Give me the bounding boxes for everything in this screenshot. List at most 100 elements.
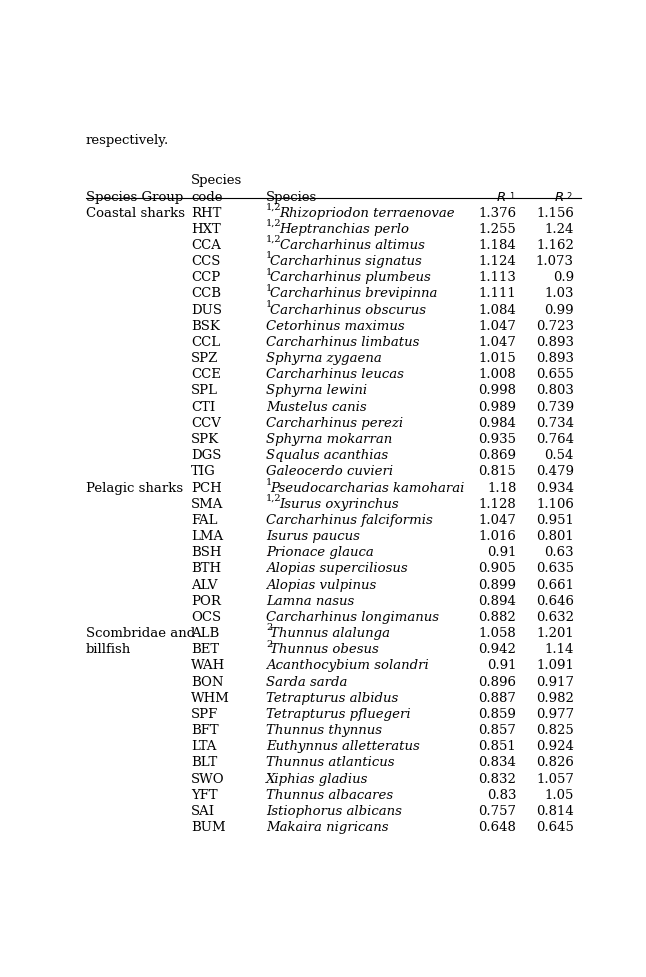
Text: Isurus oxyrinchus: Isurus oxyrinchus	[280, 497, 399, 511]
Text: Carcharhinus brevipinna: Carcharhinus brevipinna	[271, 287, 438, 301]
Text: Coastal sharks: Coastal sharks	[86, 206, 185, 220]
Text: 1: 1	[266, 283, 272, 293]
Text: Heptranchias perlo: Heptranchias perlo	[280, 223, 410, 235]
Text: POR: POR	[191, 595, 221, 608]
Text: Thunnus atlanticus: Thunnus atlanticus	[266, 756, 395, 770]
Text: ALB: ALB	[191, 627, 219, 640]
Text: Isurus paucus: Isurus paucus	[266, 531, 360, 543]
Text: 1.091: 1.091	[536, 659, 574, 672]
Text: BET: BET	[191, 643, 219, 657]
Text: 1.057: 1.057	[536, 773, 574, 786]
Text: 1.015: 1.015	[479, 352, 516, 365]
Text: 0.832: 0.832	[479, 773, 516, 786]
Text: Thunnus albacares: Thunnus albacares	[266, 788, 393, 802]
Text: BSH: BSH	[191, 546, 222, 559]
Text: 0.91: 0.91	[487, 659, 516, 672]
Text: 0.934: 0.934	[536, 482, 574, 494]
Text: $\mathit{R}$: $\mathit{R}$	[496, 191, 506, 204]
Text: Carcharhinus altimus: Carcharhinus altimus	[280, 239, 424, 252]
Text: Mustelus canis: Mustelus canis	[266, 401, 367, 413]
Text: SMA: SMA	[191, 497, 224, 511]
Text: Thunnus alalunga: Thunnus alalunga	[271, 627, 390, 640]
Text: 1: 1	[266, 300, 272, 309]
Text: Carcharhinus leucas: Carcharhinus leucas	[266, 368, 404, 381]
Text: Carcharhinus limbatus: Carcharhinus limbatus	[266, 336, 419, 349]
Text: 1.05: 1.05	[545, 788, 574, 802]
Text: CCB: CCB	[191, 287, 221, 301]
Text: 0.894: 0.894	[479, 595, 516, 608]
Text: BLT: BLT	[191, 756, 217, 770]
Text: 1.084: 1.084	[479, 304, 516, 317]
Text: CCL: CCL	[191, 336, 220, 349]
Text: 1.047: 1.047	[479, 319, 516, 333]
Text: 0.9: 0.9	[553, 272, 574, 284]
Text: SPF: SPF	[191, 708, 218, 721]
Text: 0.655: 0.655	[536, 368, 574, 381]
Text: BTH: BTH	[191, 563, 221, 575]
Text: 0.893: 0.893	[536, 352, 574, 365]
Text: Alopias superciliosus: Alopias superciliosus	[266, 563, 408, 575]
Text: 1.111: 1.111	[479, 287, 516, 301]
Text: 1.106: 1.106	[536, 497, 574, 511]
Text: Pelagic sharks: Pelagic sharks	[86, 482, 183, 494]
Text: 1.113: 1.113	[479, 272, 516, 284]
Text: Euthynnus alletteratus: Euthynnus alletteratus	[266, 741, 420, 753]
Text: 0.479: 0.479	[536, 465, 574, 479]
Text: 0.917: 0.917	[536, 676, 574, 689]
Text: 0.648: 0.648	[479, 822, 516, 834]
Text: 1.376: 1.376	[478, 206, 516, 220]
Text: 0.645: 0.645	[536, 822, 574, 834]
Text: code: code	[191, 191, 222, 204]
Text: Alopias vulpinus: Alopias vulpinus	[266, 578, 376, 592]
Text: 2: 2	[266, 623, 272, 632]
Text: Species: Species	[191, 174, 242, 188]
Text: 0.646: 0.646	[536, 595, 574, 608]
Text: 1,2: 1,2	[266, 203, 282, 212]
Text: 1.18: 1.18	[487, 482, 516, 494]
Text: Species Group: Species Group	[86, 191, 183, 204]
Text: 1,2: 1,2	[266, 494, 282, 503]
Text: 1.184: 1.184	[479, 239, 516, 252]
Text: Carcharhinus obscurus: Carcharhinus obscurus	[271, 304, 426, 317]
Text: CCV: CCV	[191, 417, 221, 430]
Text: 1: 1	[266, 251, 272, 260]
Text: Pseudocarcharias kamoharai: Pseudocarcharias kamoharai	[271, 482, 465, 494]
Text: CCE: CCE	[191, 368, 221, 381]
Text: billfish: billfish	[86, 643, 131, 657]
Text: SWO: SWO	[191, 773, 225, 786]
Text: 0.764: 0.764	[536, 433, 574, 446]
Text: 1.008: 1.008	[479, 368, 516, 381]
Text: 0.977: 0.977	[536, 708, 574, 721]
Text: respectively.: respectively.	[86, 134, 169, 147]
Text: BFT: BFT	[191, 724, 218, 738]
Text: 0.982: 0.982	[536, 692, 574, 704]
Text: WAH: WAH	[191, 659, 225, 672]
Text: 1.156: 1.156	[536, 206, 574, 220]
Text: Scombridae and: Scombridae and	[86, 627, 195, 640]
Text: $_{2}$: $_{2}$	[567, 189, 573, 202]
Text: Prionace glauca: Prionace glauca	[266, 546, 374, 559]
Text: 0.887: 0.887	[479, 692, 516, 704]
Text: 1.047: 1.047	[479, 514, 516, 527]
Text: $_{1}$: $_{1}$	[509, 189, 516, 202]
Text: 0.905: 0.905	[479, 563, 516, 575]
Text: HXT: HXT	[191, 223, 221, 235]
Text: 1.016: 1.016	[479, 531, 516, 543]
Text: CCS: CCS	[191, 255, 220, 268]
Text: DUS: DUS	[191, 304, 222, 317]
Text: 1.03: 1.03	[545, 287, 574, 301]
Text: 1,2: 1,2	[266, 219, 282, 228]
Text: Tetrapturus pfluegeri: Tetrapturus pfluegeri	[266, 708, 411, 721]
Text: CTI: CTI	[191, 401, 215, 413]
Text: 0.803: 0.803	[536, 385, 574, 398]
Text: WHM: WHM	[191, 692, 230, 704]
Text: Species: Species	[266, 191, 317, 204]
Text: Sarda sarda: Sarda sarda	[266, 676, 348, 689]
Text: Xiphias gladius: Xiphias gladius	[266, 773, 368, 786]
Text: 0.632: 0.632	[536, 611, 574, 624]
Text: 1.255: 1.255	[479, 223, 516, 235]
Text: SPK: SPK	[191, 433, 219, 446]
Text: Lamna nasus: Lamna nasus	[266, 595, 354, 608]
Text: PCH: PCH	[191, 482, 222, 494]
Text: Acanthocybium solandri: Acanthocybium solandri	[266, 659, 429, 672]
